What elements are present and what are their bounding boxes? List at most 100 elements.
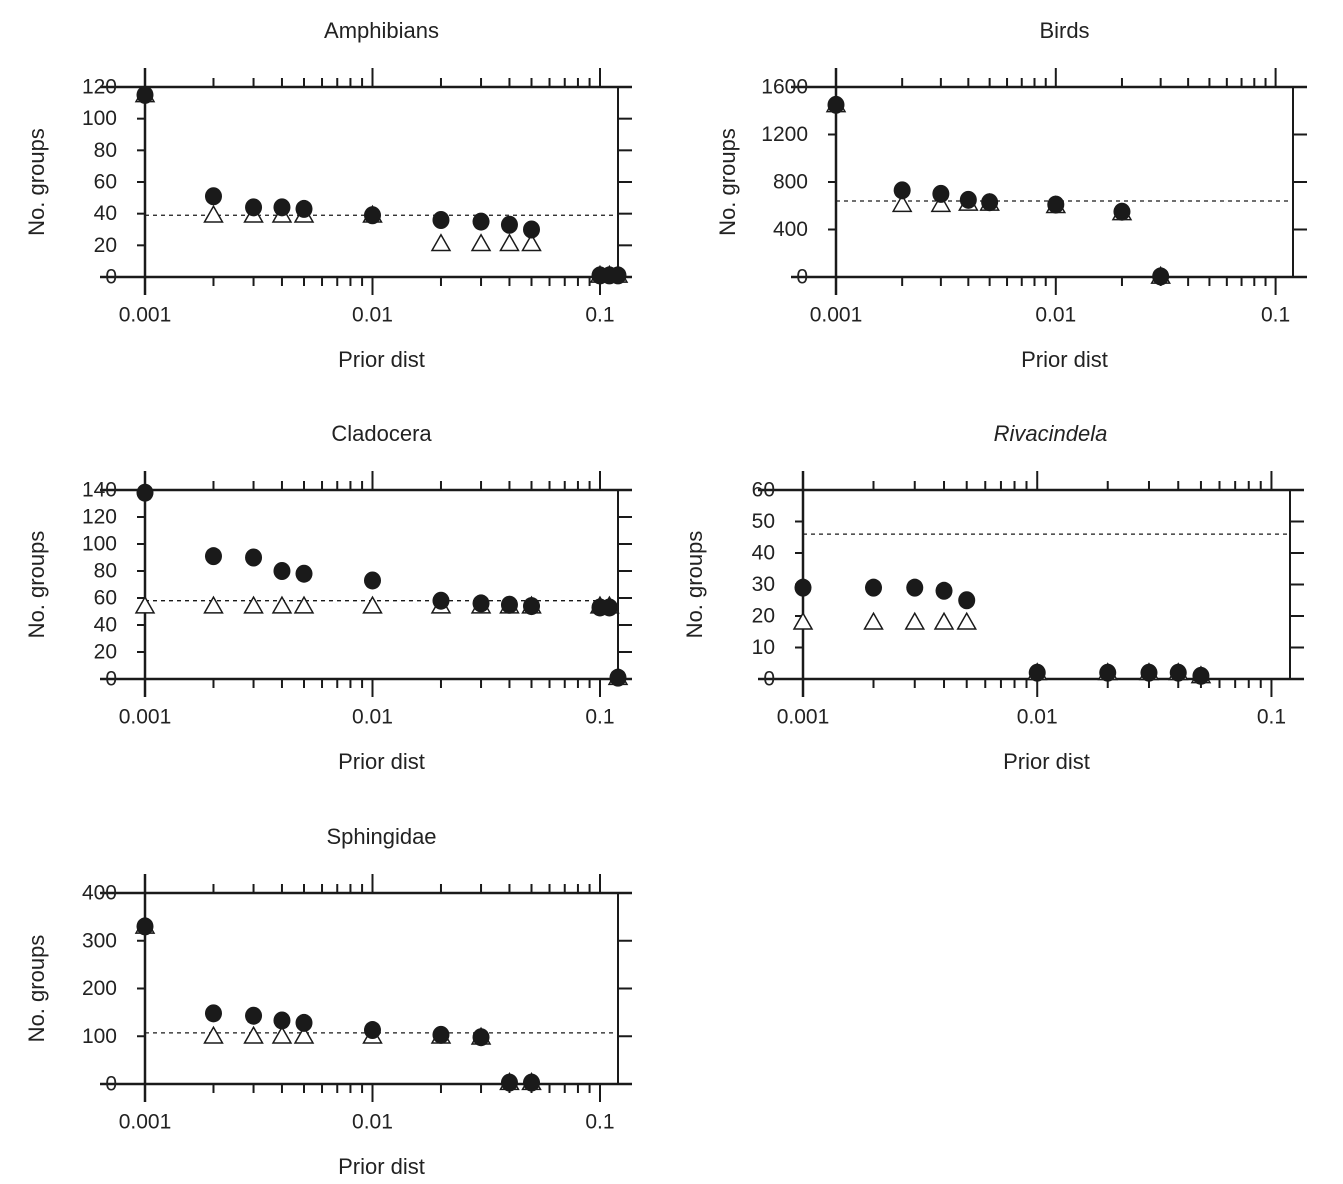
x-axis-label: Prior dist	[338, 749, 425, 774]
y-tick-label: 120	[82, 76, 117, 99]
panel-title: Amphibians	[324, 18, 439, 43]
x-tick-label: 0.1	[585, 303, 614, 326]
circle-point	[273, 1011, 291, 1030]
triangle-point	[521, 233, 542, 252]
y-tick-label: 140	[82, 479, 117, 502]
circle-point	[245, 548, 263, 567]
y-tick-label: 1200	[761, 123, 808, 146]
y-tick-label: 80	[94, 560, 117, 583]
y-tick-label: 60	[752, 479, 775, 502]
circle-point	[935, 581, 953, 600]
y-tick-label: 50	[752, 510, 775, 533]
y-tick-label: 200	[82, 977, 117, 1000]
triangle-point	[203, 204, 224, 223]
y-tick-label: 0	[105, 266, 117, 289]
triangle-point	[891, 194, 913, 213]
y-axis-label: No. groups	[24, 531, 49, 639]
y-tick-label: 100	[82, 533, 117, 556]
y-tick-label: 20	[94, 234, 117, 257]
y-tick-label: 30	[752, 573, 775, 596]
circle-point	[295, 1013, 313, 1032]
circle-point	[523, 1073, 541, 1092]
y-tick-label: 120	[82, 506, 117, 529]
x-tick-label: 0.1	[585, 1110, 614, 1133]
circle-point	[600, 598, 618, 617]
x-tick-label: 0.001	[119, 1110, 172, 1133]
triangle-point	[430, 233, 452, 252]
y-tick-label: 20	[752, 605, 775, 628]
circle-point	[959, 190, 977, 209]
triangle-point	[933, 611, 955, 630]
x-tick-label: 0.001	[777, 705, 830, 728]
y-tick-label: 400	[773, 218, 808, 241]
x-tick-label: 0.1	[585, 705, 614, 728]
circle-point	[472, 212, 490, 231]
circle-point	[523, 220, 541, 239]
circle-point	[1140, 663, 1158, 682]
circle-point	[432, 1025, 450, 1044]
y-tick-label: 60	[94, 171, 117, 194]
circle-point	[1192, 666, 1210, 685]
y-tick-label: 100	[82, 1025, 117, 1048]
y-tick-label: 300	[82, 929, 117, 952]
panel-amphibians: 0.001 0.01 0.1 0 20 40 60 80 100 120 Amphibians Pri…	[24, 18, 632, 372]
triangle-point	[362, 595, 383, 614]
y-tick-label: 60	[94, 587, 117, 610]
circle-point	[865, 578, 883, 597]
circle-point	[136, 917, 154, 936]
triangle-point	[930, 194, 952, 213]
circle-point	[827, 95, 845, 114]
y-axis-label: No. groups	[24, 128, 49, 236]
circle-point	[432, 591, 450, 610]
circle-point	[245, 198, 263, 217]
circle-point	[136, 483, 154, 502]
x-tick-label: 0.001	[810, 303, 863, 326]
circle-point	[273, 198, 291, 217]
circle-point	[472, 1028, 490, 1047]
circle-point	[609, 266, 627, 285]
triangle-point	[293, 1025, 315, 1044]
x-axis-label: Prior dist	[338, 347, 425, 372]
y-tick-label: 0	[105, 668, 117, 691]
y-tick-label: 0	[763, 668, 775, 691]
y-tick-label: 20	[94, 641, 117, 664]
circle-point	[609, 668, 627, 687]
circle-point	[1047, 195, 1065, 214]
circle-point	[472, 594, 490, 613]
circle-point	[932, 184, 950, 203]
panel-title: Birds	[1039, 18, 1089, 43]
y-tick-label: 40	[94, 614, 117, 637]
x-tick-label: 0.01	[1017, 705, 1058, 728]
circle-point	[363, 1021, 381, 1040]
x-tick-label: 0.1	[1257, 705, 1286, 728]
panel-rivacindela: 0.001 0.01 0.1 0 10 20 30 40 50 60 Rivacindela Prio…	[682, 421, 1304, 774]
triangle-point	[470, 233, 492, 252]
y-tick-label: 0	[105, 1073, 117, 1096]
circle-point	[958, 591, 976, 610]
x-tick-label: 0.001	[119, 303, 172, 326]
triangle-point	[271, 595, 293, 614]
circle-point	[1169, 663, 1187, 682]
triangle-point	[243, 1025, 264, 1044]
circle-point	[432, 211, 450, 229]
x-axis-label: Prior dist	[338, 1154, 425, 1179]
circle-point	[204, 547, 222, 566]
x-tick-label: 0.01	[352, 705, 393, 728]
circle-point	[500, 215, 518, 234]
circle-point	[204, 187, 222, 206]
y-axis-label: No. groups	[682, 531, 707, 639]
y-tick-label: 0	[796, 266, 808, 289]
x-tick-label: 0.01	[1035, 303, 1076, 326]
circle-point	[500, 595, 518, 614]
triangle-point	[203, 1025, 224, 1044]
triangle-point	[956, 611, 978, 630]
circle-point	[295, 564, 313, 583]
panel-title: Sphingidae	[326, 824, 436, 849]
triangle-point	[904, 611, 926, 630]
x-tick-label: 0.1	[1261, 303, 1290, 326]
panel-title: Cladocera	[331, 421, 432, 446]
x-axis-label: Prior dist	[1003, 749, 1090, 774]
y-tick-label: 40	[752, 542, 775, 565]
panel-sphingidae: 0.001 0.01 0.1 0 100 200 300 400 Sphingidae Prior…	[24, 824, 632, 1179]
